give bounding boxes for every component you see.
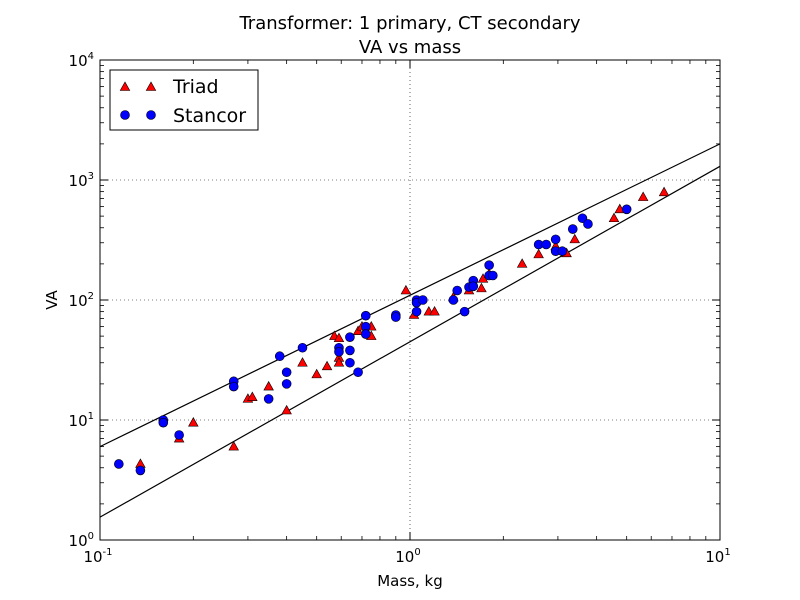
data-point-triad [516, 258, 528, 268]
data-point-triad [333, 332, 345, 343]
x-tick-base: 10 [705, 548, 724, 566]
legend-marker-stancor-2 [146, 110, 156, 120]
data-point-stancor [411, 306, 422, 317]
x-tick-label: 101 [705, 547, 730, 566]
fit-lines [99, 143, 721, 518]
axis-ticks [99, 59, 721, 541]
data-point-stancor [334, 347, 344, 357]
data-point-triad [247, 391, 258, 401]
x-tick-labels: 10-1 100 101 [83, 547, 730, 566]
data-point-stancor [360, 329, 371, 339]
data-point-stancor [353, 367, 363, 378]
legend-label-triad: Triad [172, 76, 219, 98]
data-point-stancor [114, 459, 124, 469]
data-point-stancor [448, 295, 459, 305]
data-point-stancor [281, 379, 292, 389]
data-point-stancor [488, 270, 498, 281]
data-point-stancor [621, 204, 632, 215]
data-point-triad [188, 417, 199, 427]
y-axis-label: VA [43, 289, 61, 309]
data-point-stancor [228, 381, 239, 392]
legend-label-stancor: Stancor [173, 105, 246, 127]
data-point-stancor [484, 260, 494, 270]
y-tick-base: 10 [69, 532, 88, 550]
x-tick-label: 10-1 [83, 547, 112, 566]
data-point-triad [400, 284, 412, 295]
data-point-triad [637, 191, 649, 201]
y-tick-base: 10 [69, 172, 88, 190]
data-point-triad [569, 233, 581, 244]
y-tick-label: 104 [69, 51, 94, 70]
y-tick-label: 103 [69, 171, 94, 190]
data-point-stancor [135, 465, 146, 476]
y-tick-exponent: 3 [88, 171, 94, 182]
legend-marker-triad-2 [145, 81, 157, 91]
data-points [114, 186, 670, 476]
chart-title: Transformer: 1 primary, CT secondary [238, 13, 580, 34]
data-point-stancor [452, 285, 463, 296]
data-point-stancor [391, 312, 401, 322]
data-point-stancor [567, 224, 578, 234]
data-point-triad [333, 357, 345, 367]
data-point-stancor [550, 234, 561, 245]
data-point-stancor [345, 345, 355, 356]
x-tick-base: 10 [395, 548, 414, 566]
data-point-stancor [418, 295, 428, 305]
data-point-stancor [360, 310, 371, 321]
legend-marker-triad-1 [119, 81, 131, 91]
fit-line-2 [99, 165, 721, 518]
data-point-stancor [459, 306, 470, 317]
fit-line-1 [99, 143, 721, 448]
data-point-triad [658, 186, 670, 197]
y-tick-exponent: 1 [88, 411, 94, 422]
data-point-triad [608, 212, 620, 223]
data-point-stancor [174, 430, 184, 440]
legend-marker-stancor-1 [120, 110, 130, 120]
y-tick-base: 10 [69, 52, 88, 70]
x-tick-base: 10 [83, 548, 102, 566]
x-tick-exponent: -1 [103, 547, 113, 558]
legend: Triad Stancor [109, 69, 259, 131]
data-point-stancor [345, 332, 355, 342]
data-point-stancor [468, 281, 479, 292]
data-point-stancor [274, 351, 285, 362]
y-tick-base: 10 [69, 412, 88, 430]
x-tick-exponent: 1 [724, 547, 730, 558]
x-tick-label: 100 [395, 547, 420, 566]
data-point-stancor [263, 394, 274, 404]
y-tick-base: 10 [69, 292, 88, 310]
legend-box [109, 69, 259, 131]
data-point-stancor [297, 342, 308, 353]
data-point-stancor [541, 239, 551, 250]
y-tick-exponent: 4 [88, 51, 94, 62]
data-point-triad [228, 441, 239, 451]
data-point-triad [263, 380, 274, 391]
data-point-triad [311, 368, 322, 379]
data-point-stancor [345, 357, 355, 368]
chart-subtitle: VA vs mass [359, 37, 461, 58]
data-point-stancor [158, 417, 169, 428]
data-point-stancor [583, 219, 593, 229]
y-tick-label: 101 [69, 411, 94, 430]
data-point-stancor [281, 367, 292, 378]
series-stancor [114, 204, 632, 476]
data-point-triad [533, 248, 544, 259]
data-point-triad [297, 357, 308, 367]
data-point-triad [429, 306, 440, 316]
y-tick-label: 100 [69, 531, 94, 550]
y-tick-exponent: 2 [88, 291, 94, 302]
y-tick-exponent: 0 [88, 531, 94, 542]
data-point-triad [281, 404, 292, 415]
x-tick-exponent: 0 [414, 547, 420, 558]
data-point-triad [321, 360, 333, 371]
data-point-stancor [557, 246, 568, 257]
y-tick-label: 102 [69, 291, 94, 310]
x-axis-label: Mass, kg [377, 572, 443, 590]
data-point-triad [476, 282, 487, 293]
